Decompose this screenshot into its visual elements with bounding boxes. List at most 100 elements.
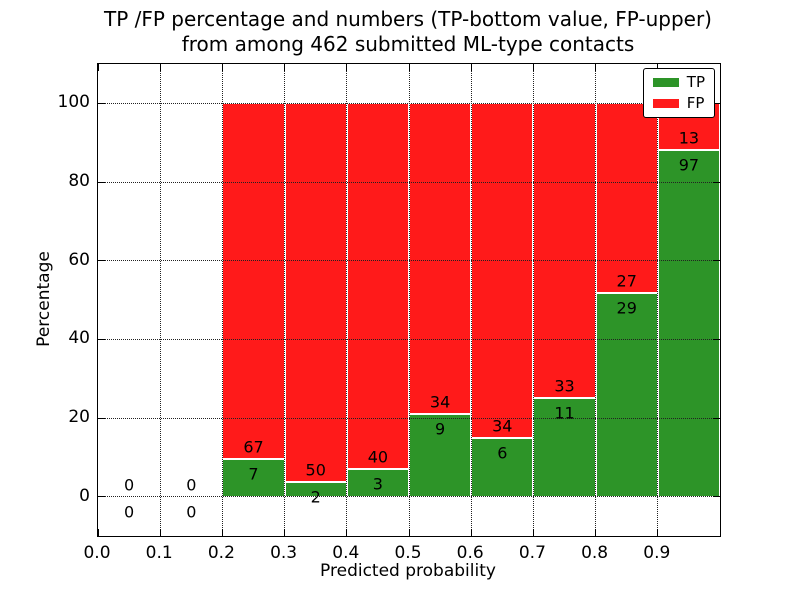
gridline-vertical [595,64,597,536]
y-tick-label: 20 [68,407,90,427]
fp-bar [284,103,347,482]
tp-count-label: 9 [435,419,446,439]
fp-count-label: 67 [243,437,264,457]
x-tick-label: 0.8 [581,543,609,563]
chart-title-line1: TP /FP percentage and numbers (TP-bottom… [104,7,712,31]
gridline-vertical [470,64,472,536]
y-tick-mark [98,417,105,419]
x-tick-label: 0.3 [270,543,298,563]
tp-count-label: 29 [616,298,637,318]
gridline-horizontal [98,260,720,262]
fp-count-label: 13 [678,128,700,148]
fp-bar [471,103,534,438]
tp-count-label: 11 [554,403,575,423]
tp-bar [284,481,347,497]
y-tick-mark [713,417,720,419]
gridline-vertical [532,64,534,536]
y-axis-label: Percentage [34,251,54,347]
y-tick-label: 0 [79,485,90,506]
legend-item-tp: TP [652,73,705,91]
tp-legend-label: TP [686,73,705,91]
fp-bar [346,103,409,470]
tp-count-label: 0 [124,502,135,522]
tp-count-label: 6 [497,443,508,463]
tp-bar [471,437,534,497]
y-tick-label: 60 [68,249,90,270]
tp-legend-swatch [652,78,679,87]
x-tick-mark [97,64,99,71]
x-tick-label: 0.5 [394,543,422,563]
tp-count-label: 97 [678,155,700,175]
x-tick-label: 0.0 [83,543,111,563]
x-tick-mark [408,64,410,71]
gridline-horizontal [98,417,720,419]
x-tick-mark [532,529,534,536]
tp-count-label: 7 [248,464,259,484]
gridline-vertical [657,64,659,536]
tp-count-label: 0 [186,502,197,522]
x-tick-mark [159,529,161,536]
x-tick-mark [657,64,659,71]
tp-bar [595,292,658,497]
x-tick-mark [346,529,348,536]
x-tick-label: 0.6 [456,543,484,563]
x-tick-label: 0.4 [332,543,360,563]
legend-item-fp: FP [652,94,705,112]
x-tick-mark [97,529,99,536]
y-tick-label: 80 [68,171,90,191]
fp-count-label: 40 [367,447,389,467]
gridline-vertical [408,64,410,536]
x-tick-mark [346,64,348,71]
x-tick-label: 0.9 [643,543,671,563]
tp-bar [222,459,285,497]
x-axis-label: Predicted probability [320,561,496,581]
tp-count-label: 2 [310,487,321,507]
x-tick-mark [470,64,472,71]
x-tick-mark [284,64,286,71]
plot-area: TP FP 0 0 0 0 67 7 50 2 40 3 34 9 34 6 33 11 27 29 13 97 [97,63,721,537]
x-tick-mark [408,529,410,536]
gridline-horizontal [98,102,720,104]
y-tick-label: 100 [57,92,90,113]
y-tick-mark [98,102,105,104]
fp-count-label: 0 [124,475,135,495]
fp-bar [533,103,596,399]
fp-bar [595,103,658,293]
x-tick-label: 0.7 [518,543,546,563]
x-tick-mark [159,64,161,71]
fp-legend-swatch [652,99,679,108]
x-tick-mark [221,529,223,536]
tp-bar [346,469,409,497]
fp-count-label: 34 [429,392,451,412]
tp-bar [657,149,720,497]
y-tick-mark [98,338,105,340]
y-tick-mark [98,496,105,498]
gridline-horizontal [98,496,720,498]
tp-bar [409,414,472,497]
gridline-vertical [346,64,348,536]
chart-title-line2: from among 462 submitted ML-type contact… [181,32,635,56]
tp-bar [533,398,596,497]
x-tick-label: 0.2 [207,543,235,563]
fp-legend-label: FP [686,94,705,112]
y-tick-mark [713,102,720,104]
fp-bar [409,103,472,415]
x-tick-mark [532,64,534,71]
y-tick-mark [713,260,720,262]
gridline-horizontal [98,181,720,183]
x-tick-mark [657,529,659,536]
gridline-vertical [221,64,223,536]
tp-count-label: 3 [372,474,383,494]
x-tick-mark [595,64,597,71]
y-tick-label: 40 [68,328,90,349]
x-tick-mark [470,529,472,536]
fp-count-label: 27 [616,271,637,291]
y-tick-mark [713,181,720,183]
y-tick-mark [98,181,105,183]
y-tick-mark [713,496,720,498]
gridline-vertical [159,64,161,536]
fp-count-label: 34 [492,416,513,436]
legend: TP FP [642,68,715,118]
fp-count-label: 50 [305,460,326,480]
gridline-horizontal [98,338,720,340]
